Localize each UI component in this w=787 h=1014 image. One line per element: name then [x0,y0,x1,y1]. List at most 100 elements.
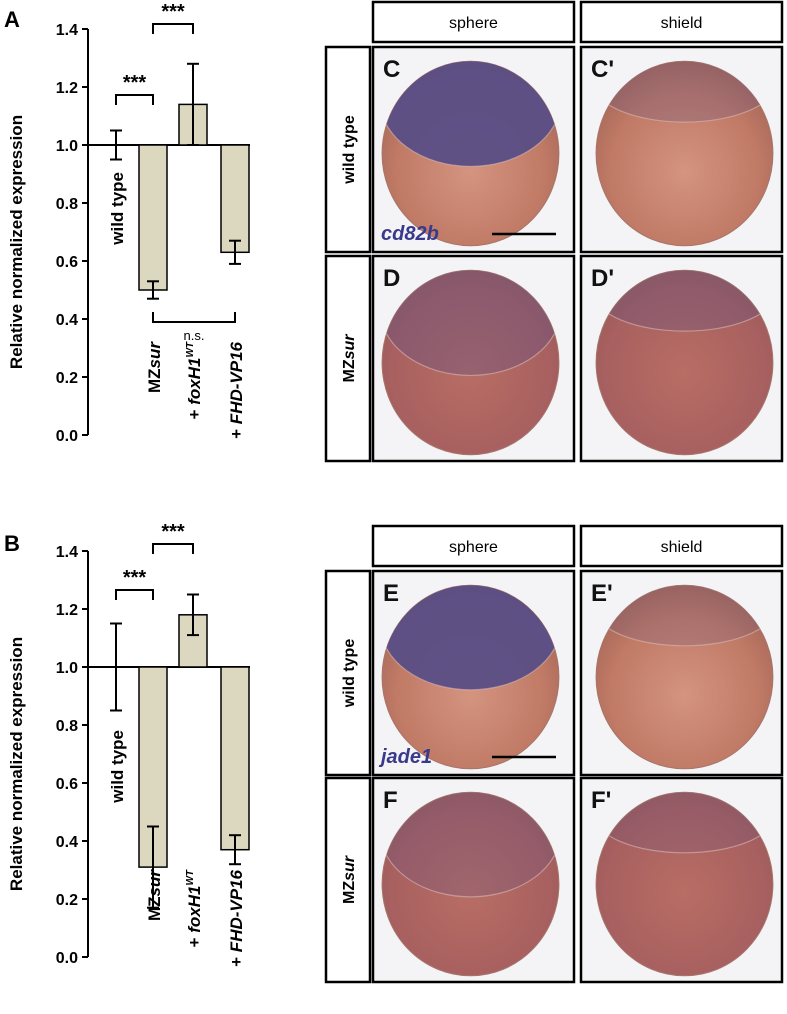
row-label-1: MZsur [341,334,358,383]
category-label-a-0: wild type [108,172,127,246]
image-frame [579,776,784,984]
category-label-a-1: MZsur [145,341,164,393]
sig-wt-vs-mzsur-a-bracket [115,94,154,105]
embryo-image-F': F' [579,776,784,984]
blastoderm-margin [382,792,559,898]
panel-letter-F': F' [591,787,611,814]
blastoderm-margin [596,270,773,332]
sig-wt-vs-mzsur-a-label: *** [123,72,147,94]
sig-mzsur-vs-foxh1-b-label: *** [161,521,185,543]
category-label-a-3: + FHD-VP16 [227,341,246,438]
panel-label-b: B [4,531,20,556]
embryo-body [595,791,774,977]
y-tick-label: 0.8 [56,718,78,735]
sig-mzsur-vs-foxh1-a-label: *** [161,1,185,23]
image-frame [579,45,784,254]
row-label-1: MZsur [341,855,358,904]
column-header-box [371,524,576,568]
embryo-image-C': C' [579,45,784,254]
sig-mzsur-vs-fhd-a-bracket [152,312,236,323]
column-header-shield: shield [661,539,703,556]
gene-label-cd82b: cd82b [381,223,439,245]
sig-wt-vs-mzsur-b-bracket [115,589,154,600]
blastoderm-margin [382,270,559,377]
chart-a: A 0.0 0.2 0.4 0.6 0.8 1.0 1.2 1.4 Relative norma… [4,1,250,445]
sig-mzsur-vs-fhd-a-label: n.s. [184,328,205,343]
y-axis-label-b: Relative normalized expression [7,637,26,891]
sig-mzsur-vs-foxh1-a-bracket [152,23,194,34]
column-header-box [579,0,784,44]
image-frame [579,569,784,777]
column-header-sphere: sphere [449,15,498,32]
row-label-box [324,569,372,777]
image-frame [579,254,784,463]
category-label-b-3: + FHD-VP16 [227,869,246,966]
blastoderm-margin [596,792,773,854]
column-header-box [371,0,576,44]
embryo-body [381,791,560,977]
panel-letter-D: D [383,265,400,292]
y-tick-label: 0.4 [56,312,78,329]
embryo-body [595,60,774,247]
panel-letter-D': D' [591,265,614,292]
embryo-image-D': D' [579,254,784,463]
y-tick-label: 1.4 [56,544,78,561]
category-label-b-0: wild type [108,730,127,804]
chart-b: B 0.0 0.2 0.4 0.6 0.8 1.0 1.2 1.4 Relative norma… [4,521,250,967]
image-frame [371,45,576,254]
y-tick-label: 0.8 [56,196,78,213]
row-label-box [324,45,372,254]
image-frame [371,776,576,984]
panel-letter-C': C' [591,56,614,83]
y-tick-label: 0.4 [56,834,78,851]
row-label-box [324,254,372,463]
column-header-sphere: sphere [449,539,498,556]
image-frame [371,254,576,463]
sig-mzsur-vs-foxh1-b-bracket [152,543,194,554]
blastoderm-margin [382,61,559,168]
y-tick-label: 0.0 [56,950,78,967]
blastoderm-margin [382,585,559,691]
embryo-body [595,269,774,456]
y-tick-label: 0.6 [56,254,78,271]
category-label-b-2: + foxH1WT [185,869,204,947]
column-header-box [579,524,784,568]
panel-letter-E: E [383,580,399,607]
embryo-body [595,584,774,770]
panel-letter-C: C [383,56,400,83]
sig-wt-vs-mzsur-b-label: *** [123,567,147,589]
y-axis-label-a: Relative normalized expression [7,115,26,369]
y-tick-label: 0.6 [56,776,78,793]
panel-label-a: A [4,7,20,32]
y-tick-label: 0.0 [56,428,78,445]
y-tick-label: 1.4 [56,22,78,39]
y-tick-label: 1.2 [56,602,78,619]
embryo-image-E': E' [579,569,784,777]
row-label-0: wild type [341,639,358,709]
category-label-a-2: + foxH1WT [185,341,204,419]
column-header-shield: shield [661,15,703,32]
gene-label-jade1: jade1 [378,746,432,768]
blastoderm-margin [596,585,773,647]
embryo-image-F: F [371,776,576,984]
row-label-0: wild type [341,115,358,185]
y-tick-label: 1.0 [56,660,78,677]
y-tick-label: 0.2 [56,892,78,909]
y-tick-label: 1.2 [56,80,78,97]
bar-b-3 [220,666,250,851]
row-label-box [324,776,372,984]
panel-letter-E': E' [591,580,613,607]
bar-a-1 [138,144,168,291]
y-tick-label: 0.2 [56,370,78,387]
embryo-body [381,269,560,456]
blastoderm-margin [596,61,773,123]
y-tick-label: 1.0 [56,138,78,155]
panel-letter-F: F [383,787,398,814]
bar-a-3 [220,144,250,254]
embryo-image-D: D [371,254,576,463]
category-label-b-1: MZsur [145,869,164,921]
